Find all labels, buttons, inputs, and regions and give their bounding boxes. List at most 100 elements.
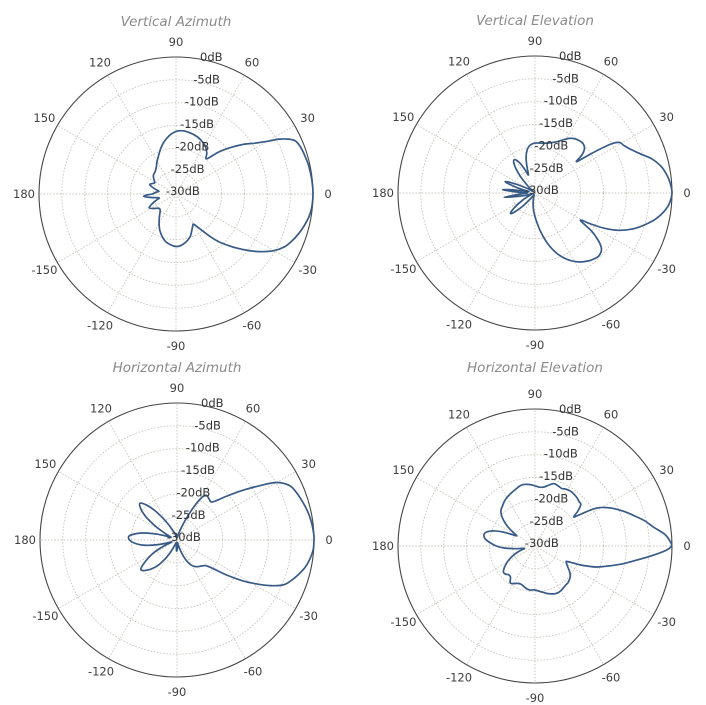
db-tick-label: -30dB [525, 536, 559, 550]
angle-tick-label: 30 [659, 463, 674, 477]
plot-title: Vertical Azimuth [121, 14, 232, 30]
polar-grid-line [534, 192, 604, 313]
radiation-pattern-curve [501, 137, 673, 263]
angle-tick-label: 180 [372, 186, 394, 200]
polar-chart-body: 0 30 60 90 120 150 180 -150 -120 -90 -60 -30 0dB -5dB… [14, 381, 333, 699]
plot-title: Horizontal Azimuth [113, 360, 242, 376]
polar-chart-svg: Horizontal Azimuth 0 30 60 90 120 150 180 -150 -… [14, 360, 333, 699]
db-tick-label: 0dB [559, 402, 582, 416]
db-tick-label: -10dB [544, 447, 578, 461]
angle-tick-label: -30 [298, 263, 317, 277]
polar-grid-line [466, 73, 536, 194]
angle-tick-label: 120 [448, 407, 470, 421]
angle-tick-label: 180 [13, 187, 35, 201]
polar-chart-svg: Vertical Azimuth 0 30 60 90 120 150 180 -150 -12… [13, 14, 332, 353]
angle-tick-label: 0 [325, 533, 332, 547]
polar-grid-line [85, 448, 269, 632]
angle-tick-label: -60 [602, 671, 621, 685]
db-tick-label: -5dB [552, 424, 579, 438]
angle-tick-label: 90 [169, 35, 184, 49]
polar-grid-line [534, 73, 604, 194]
polar-grid-line [534, 426, 604, 547]
angle-tick-label: 150 [392, 110, 414, 124]
angle-tick-label: -90 [526, 691, 545, 705]
polar-grid-line [415, 192, 536, 262]
angle-tick-label: 60 [246, 401, 261, 415]
polar-chart-body: 0 30 60 90 120 150 180 -150 -120 -90 -60 -30 0dB -5dB… [13, 35, 332, 353]
plot-title: Vertical Elevation [476, 13, 594, 29]
polar-chart-svg: Vertical Elevation 0 30 60 90 120 150 180 -150 -… [372, 13, 691, 352]
angle-tick-label: -150 [390, 615, 416, 629]
db-tick-label: -20dB [534, 138, 568, 152]
db-tick-label: -15dB [539, 116, 573, 130]
polar-grid-line [176, 420, 246, 541]
angle-tick-label: 150 [33, 111, 55, 125]
angle-tick-label: -60 [243, 319, 262, 333]
polar-grid-line [466, 545, 536, 666]
db-tick-label: -15dB [539, 469, 573, 483]
angle-tick-label: -60 [244, 665, 263, 679]
polar-grid-line [443, 454, 627, 638]
radiation-pattern-curve [142, 129, 314, 253]
angle-tick-label: -120 [87, 319, 113, 333]
db-tick-label: 0dB [201, 396, 224, 410]
db-tick-label: -10dB [544, 94, 578, 108]
db-tick-label: -20dB [175, 139, 209, 153]
db-tick-label: -30dB [167, 530, 201, 544]
polar-grid-line [84, 102, 268, 286]
angle-tick-label: -60 [602, 318, 621, 332]
db-tick-label: -25dB [172, 508, 206, 522]
angle-tick-label: 60 [245, 55, 260, 69]
angle-tick-label: -30 [657, 615, 676, 629]
polar-grid-line [62, 425, 292, 655]
angle-tick-label: 90 [528, 34, 543, 48]
angle-tick-label: 180 [14, 533, 36, 547]
angle-tick-label: 30 [300, 111, 315, 125]
polar-grid-line [466, 192, 536, 313]
polar-chart-body: 0 30 60 90 120 150 180 -150 -120 -90 -60 -30 0dB -5dB… [372, 387, 691, 705]
db-tick-label: -10dB [186, 441, 220, 455]
plot-horizontal-elevation: Horizontal Elevation 0 30 60 90 120 150 180 -15… [353, 353, 706, 705]
angle-tick-label: -30 [299, 609, 318, 623]
polar-grid-line [175, 125, 296, 195]
polar-grid-line [415, 545, 536, 615]
angle-tick-label: 0 [683, 186, 690, 200]
polar-grid-line [534, 192, 655, 262]
polar-grid-line [107, 193, 177, 314]
db-tick-label: -15dB [180, 117, 214, 131]
polar-grid-line [61, 79, 291, 309]
angle-tick-label: 0 [324, 187, 331, 201]
polar-grid-line [420, 431, 650, 661]
angle-tick-label: -150 [390, 262, 416, 276]
polar-grid-line [420, 78, 650, 308]
db-tick-label: 0dB [200, 50, 223, 64]
polar-grid-line [175, 193, 245, 314]
plot-vertical-elevation: Vertical Elevation 0 30 60 90 120 150 180 -150 -… [353, 0, 706, 353]
polar-grid-line [466, 426, 536, 547]
angle-tick-label: -90 [168, 685, 187, 699]
polar-chart-svg: Horizontal Elevation 0 30 60 90 120 150 180 -15… [372, 360, 691, 705]
polar-grid-line [534, 477, 655, 547]
db-tick-label: -30dB [525, 183, 559, 197]
db-tick-label: -10dB [185, 95, 219, 109]
angle-tick-label: -120 [446, 318, 472, 332]
polar-grid-line [57, 539, 178, 609]
angle-tick-label: 90 [528, 387, 543, 401]
angle-tick-label: -120 [88, 665, 114, 679]
db-tick-label: 0dB [559, 49, 582, 63]
polar-grid-line [176, 539, 246, 660]
polar-grid-line [107, 74, 177, 195]
angle-tick-label: -90 [167, 339, 186, 353]
polar-grid-line [56, 193, 177, 263]
angle-tick-label: -30 [657, 262, 676, 276]
angle-tick-label: 150 [34, 457, 56, 471]
db-tick-label: -20dB [176, 485, 210, 499]
angle-tick-label: -90 [526, 338, 545, 352]
polar-grid-line [176, 471, 297, 541]
polar-grid-line [534, 124, 655, 194]
polar-grid-line [175, 193, 296, 263]
plot-title: Horizontal Elevation [467, 360, 603, 376]
polar-grid-line [534, 545, 655, 615]
polar-grid-line [56, 125, 177, 195]
